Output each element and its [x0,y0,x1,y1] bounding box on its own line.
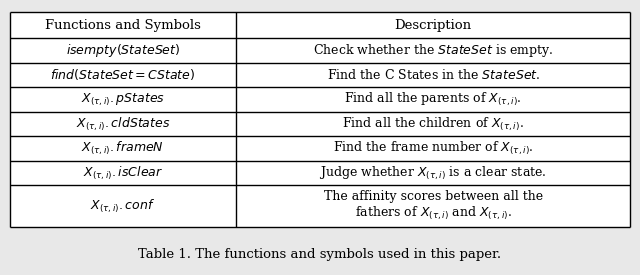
Text: Find all the children of $X_{(\tau,i)}$.: Find all the children of $X_{(\tau,i)}$. [342,115,524,133]
Text: $find(StateSet = CState)$: $find(StateSet = CState)$ [51,67,195,82]
Text: Find the frame number of $X_{(\tau,i)}$.: Find the frame number of $X_{(\tau,i)}$. [333,140,534,157]
Text: $X_{(\tau,i)}.isClear$: $X_{(\tau,i)}.isClear$ [83,164,163,182]
Text: Find the C States in the $StateSet$.: Find the C States in the $StateSet$. [326,68,540,82]
Text: $X_{(\tau,i)}.conf$: $X_{(\tau,i)}.conf$ [90,197,156,215]
Text: $X_{(\tau,i)}.cldStates$: $X_{(\tau,i)}.cldStates$ [76,115,170,133]
Text: The affinity scores between all the
fathers of $X_{(\tau,i)}$ and $X_{(\tau,i)}$: The affinity scores between all the fath… [324,189,543,222]
Text: $isempty(StateSet)$: $isempty(StateSet)$ [66,42,180,59]
Text: $X_{(\tau,i)}.pStates$: $X_{(\tau,i)}.pStates$ [81,91,165,108]
Text: Check whether the $StateSet$ is empty.: Check whether the $StateSet$ is empty. [313,42,554,59]
Text: Table 1. The functions and symbols used in this paper.: Table 1. The functions and symbols used … [138,248,502,261]
Text: Description: Description [395,19,472,32]
Text: Functions and Symbols: Functions and Symbols [45,19,201,32]
Text: Find all the parents of $X_{(\tau,i)}$.: Find all the parents of $X_{(\tau,i)}$. [344,91,522,108]
Text: $X_{(\tau,i)}.frameN$: $X_{(\tau,i)}.frameN$ [81,140,164,157]
Bar [10,12,630,227]
Text: Judge whether $X_{(\tau,i)}$ is a clear state.: Judge whether $X_{(\tau,i)}$ is a clear … [319,164,547,182]
